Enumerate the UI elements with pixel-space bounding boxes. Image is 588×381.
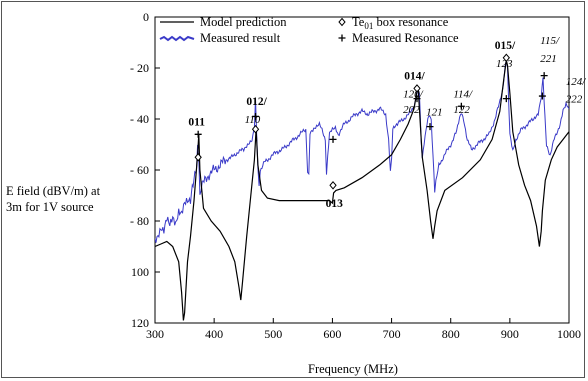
y-tick-label: - 20 (130, 61, 149, 75)
mode-annotation: 221 (540, 53, 557, 65)
mode-annotation: 222 (566, 94, 583, 106)
te01-resonance-marker (251, 124, 260, 134)
measured-resonance-marker (502, 95, 510, 103)
measured-result-line (155, 59, 569, 243)
y-tick-label: 100 (131, 265, 149, 279)
measured-resonance-marker (457, 102, 465, 110)
x-tick-label: 800 (442, 327, 460, 341)
te01-resonance-marker (502, 53, 510, 63)
x-tick-label: 700 (383, 327, 401, 341)
measured-resonance-marker (252, 112, 260, 120)
mode-annotation: 114/ (453, 89, 473, 101)
y-tick-label: 0 (143, 10, 149, 24)
mode-annotation: 014/ (404, 71, 425, 83)
x-tick-label: 600 (323, 327, 341, 341)
te01-resonance-marker (329, 181, 337, 190)
mode-annotation: 011 (188, 117, 205, 129)
model-prediction-line (155, 60, 569, 321)
y-axis-label-line-2: 3m for 1V source (6, 200, 94, 214)
measured-resonance-marker (413, 95, 421, 103)
y-tick-label: - 60 (130, 163, 149, 177)
y-tick-label: - 40 (130, 112, 149, 126)
x-tick-label: 1000 (557, 327, 581, 341)
y-tick-label: 120 (131, 316, 149, 330)
measured-resonance-marker (329, 135, 337, 143)
x-tick-label: 300 (146, 327, 164, 341)
x-axis-label: Frequency (MHz) (308, 362, 398, 376)
mode-annotation: 013 (326, 198, 344, 210)
legend-measured-swatch (159, 35, 195, 42)
te01-resonance-marker (194, 152, 202, 162)
x-tick-label: 500 (264, 327, 282, 341)
y-tick-label: - 80 (130, 214, 149, 228)
te01-resonance-marker (413, 84, 421, 93)
y-axis-label-line-1: E field (dBV/m) at (6, 184, 101, 198)
mode-annotation: 202 (403, 104, 420, 116)
x-tick-label: 900 (501, 327, 519, 341)
measured-resonance-marker (540, 72, 548, 80)
legend-te01-swatch (338, 17, 346, 27)
mode-annotation: 121 (426, 106, 443, 118)
mode-annotation: 122 (453, 104, 470, 116)
x-tick-label: 400 (205, 327, 223, 341)
mode-annotation: 115/ (540, 35, 560, 47)
mode-annotation: 124/ (566, 76, 586, 88)
mode-annotation: 123 (496, 58, 513, 70)
legend-measured-resonance-swatch (338, 34, 346, 42)
legend-model-label: Model prediction (200, 15, 287, 29)
legend-measured-label: Measured result (200, 31, 281, 45)
mode-annotation: 012/ (246, 96, 267, 108)
measured-resonance-marker (194, 130, 202, 138)
legend-te01-label: Te01 box resonance (352, 15, 449, 31)
measured-resonance-marker (538, 92, 546, 100)
mode-annotation: 015/ (495, 40, 516, 52)
legend-measured-resonance-label: Measured Resonance (352, 31, 459, 45)
mode-annotation: 120/ (403, 89, 424, 101)
measured-resonance-marker (426, 123, 434, 131)
mode-annotation: 110 (245, 114, 261, 126)
